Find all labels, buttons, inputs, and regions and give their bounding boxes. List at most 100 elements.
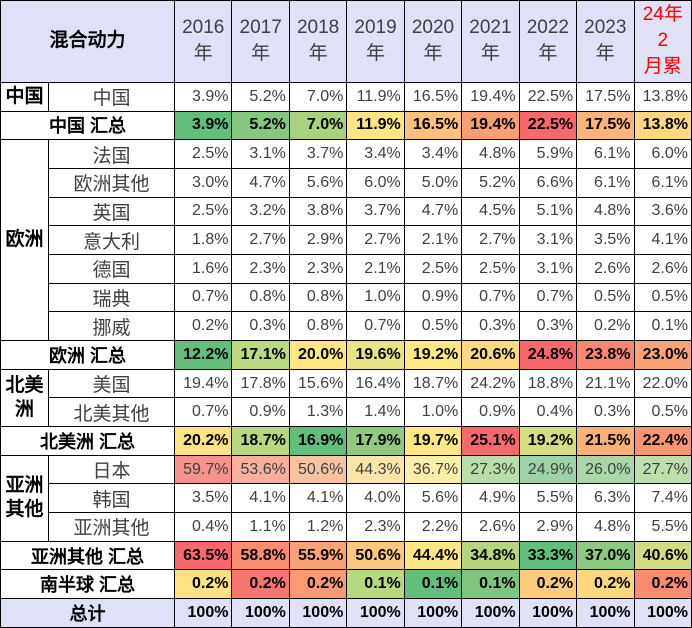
value-cell: 33.3% — [518, 540, 578, 571]
value-cell: 3.0% — [174, 167, 233, 198]
value-cell: 4.5% — [461, 196, 520, 227]
data-row: 北美其他 0.7% 0.9% 1.3% 1.4% 1.0% 0.9% 0.4% 0.3% 0.5% — [1, 397, 692, 428]
group-label: 亚洲其他 — [0, 454, 49, 542]
value-cell: 27.7% — [633, 454, 692, 485]
data-row: 意大利 1.8% 2.7% 2.9% 2.7% 2.1% 2.7% 3.1% 3.5% 4.1% — [1, 225, 692, 255]
value-cell: 22.0% — [633, 368, 692, 399]
summary-row: 欧洲 汇总 12.2% 17.1% 20.0% 19.6% 19.2% 20.6% 24.8%… — [0, 340, 692, 370]
value-cell: 0.4% — [518, 397, 578, 428]
value-cell: 19.6% — [346, 340, 405, 370]
value-cell: 2.6% — [633, 253, 692, 284]
value-cell: 0.2% — [174, 311, 233, 341]
value-cell: 0.5% — [576, 282, 635, 313]
data-row: 德国 1.6% 2.3% 2.3% 2.1% 2.5% 2.5% 3.1% 2.6% 2.6% — [1, 253, 692, 284]
header-line: 2023 — [584, 17, 627, 39]
value-cell: 5.6% — [403, 483, 463, 514]
value-cell: 4.9% — [461, 483, 520, 514]
value-cell: 17.5% — [576, 110, 635, 141]
value-cell: 0.2% — [576, 569, 635, 600]
value-cell: 18.7% — [231, 426, 290, 456]
row-label: 德国 — [47, 253, 176, 284]
value-cell: 2.9% — [518, 512, 578, 542]
value-cell: 22.4% — [633, 426, 692, 456]
value-cell: 37.0% — [576, 540, 635, 571]
value-cell: 19.2% — [518, 426, 578, 456]
header-row: 混合动力 2016 年 2017 年 2018 年 2019 年 2020 年 2021 年 2022 年 2… — [0, 0, 692, 83]
value-cell: 23.0% — [633, 340, 692, 370]
header-cell: 2023 年 — [576, 0, 635, 83]
group-label: 中国 — [0, 81, 49, 112]
value-cell: 0.7% — [518, 282, 578, 313]
value-cell: 6.0% — [633, 139, 692, 169]
value-cell: 40.6% — [633, 540, 692, 571]
header-line: 2017 — [239, 17, 282, 39]
row-label: 美国 — [47, 368, 176, 399]
value-cell: 20.2% — [174, 426, 233, 456]
value-cell: 3.2% — [231, 196, 290, 227]
value-cell: 5.9% — [518, 139, 578, 169]
value-cell: 100% — [346, 598, 405, 628]
header-line: 年 — [595, 43, 615, 65]
value-cell: 6.1% — [576, 139, 635, 169]
value-cell: 0.1% — [633, 311, 692, 341]
value-cell: 44.4% — [403, 540, 463, 571]
data-row: 欧洲 法国 2.5% 3.1% 3.7% 3.4% 3.4% 4.8% 5.9% 6.1% 6.0% — [0, 139, 692, 341]
value-cell: 6.0% — [346, 167, 405, 198]
header-line: 年 — [423, 43, 443, 65]
row-label: 英国 — [47, 196, 176, 227]
summary-label: 中国 汇总 — [0, 110, 176, 141]
value-cell: 0.2% — [231, 569, 290, 600]
value-cell: 24.2% — [461, 368, 520, 399]
value-cell: 2.6% — [461, 512, 520, 542]
value-cell: 16.5% — [403, 110, 463, 141]
value-cell: 6.6% — [518, 167, 578, 198]
header-line: 2019 — [354, 17, 397, 39]
total-row: 总计 100% 100% 100% 100% 100% 100% 100% 100% 100% — [0, 598, 692, 628]
value-cell: 20.6% — [461, 340, 520, 370]
value-cell: 25.1% — [461, 426, 520, 456]
value-cell: 6.3% — [576, 483, 635, 514]
value-cell: 2.7% — [461, 225, 520, 255]
header-cell: 24年2 月累 — [633, 0, 692, 83]
row-label: 中国 — [47, 81, 176, 112]
value-cell: 17.9% — [346, 426, 405, 456]
summary-label: 北美洲 汇总 — [0, 426, 176, 456]
value-cell: 21.5% — [576, 426, 635, 456]
value-cell: 17.5% — [576, 81, 635, 112]
value-cell: 0.4% — [174, 512, 233, 542]
row-label: 北美其他 — [47, 397, 176, 428]
header-cell: 2020 年 — [403, 0, 463, 83]
value-cell: 3.8% — [288, 196, 348, 227]
value-cell: 0.7% — [346, 311, 405, 341]
value-cell: 2.3% — [346, 512, 405, 542]
value-cell: 2.7% — [346, 225, 405, 255]
header-line: 2018 — [296, 17, 340, 39]
data-row: 挪威 0.2% 0.3% 0.8% 0.7% 0.5% 0.3% 0.3% 0.2% 0.1% — [1, 311, 692, 341]
header-cell: 2021 年 — [461, 0, 520, 83]
header-line: 年 — [193, 43, 213, 65]
value-cell: 17.8% — [231, 368, 290, 399]
value-cell: 4.8% — [576, 512, 635, 542]
row-label: 挪威 — [47, 311, 176, 341]
data-row: 亚洲其他 0.4% 1.1% 1.2% 2.3% 2.2% 2.6% 2.9% 4.8% 5.5% — [1, 512, 692, 542]
value-cell: 0.1% — [461, 569, 520, 600]
value-cell: 24.9% — [518, 454, 578, 485]
value-cell: 0.2% — [633, 569, 692, 600]
value-cell: 0.7% — [461, 282, 520, 313]
value-cell: 2.5% — [174, 196, 233, 227]
value-cell: 15.6% — [288, 368, 348, 399]
value-cell: 0.7% — [174, 282, 233, 313]
value-cell: 4.1% — [288, 483, 348, 514]
value-cell: 100% — [518, 598, 578, 628]
summary-row: 中国 汇总 3.9% 5.2% 7.0% 11.9% 16.5% 19.4% 22.5% 17.… — [0, 110, 692, 141]
value-cell: 27.3% — [461, 454, 520, 485]
value-cell: 1.6% — [174, 253, 233, 284]
value-cell: 5.2% — [231, 81, 290, 112]
value-cell: 2.3% — [288, 253, 348, 284]
header-line: 年 — [251, 43, 271, 65]
value-cell: 2.1% — [346, 253, 405, 284]
row-label: 韩国 — [47, 483, 176, 514]
data-row: 瑞典 0.7% 0.8% 0.8% 1.0% 0.9% 0.7% 0.7% 0.5% 0.5% — [1, 282, 692, 313]
row-label: 亚洲其他 — [47, 512, 176, 542]
